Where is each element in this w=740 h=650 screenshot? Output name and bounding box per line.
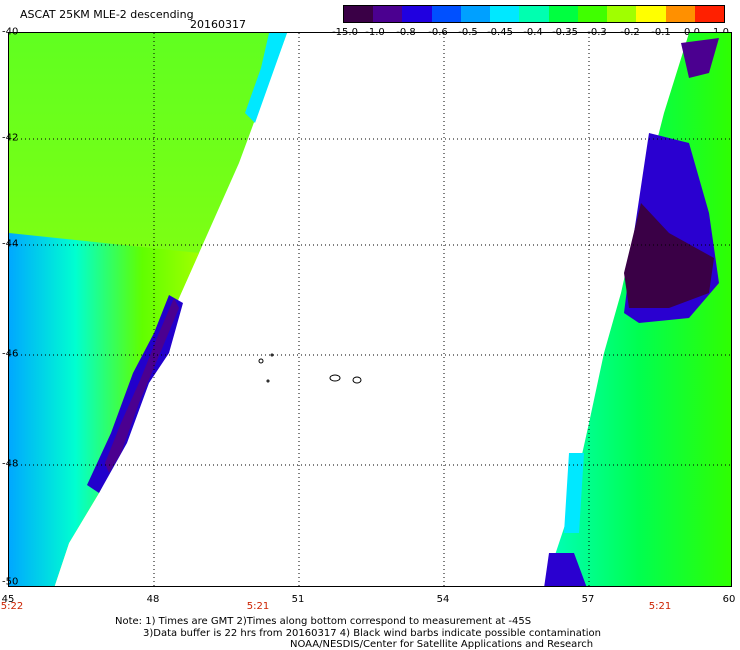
right-swath-top-band: [681, 38, 719, 78]
left-swath-edge: [9, 233, 199, 586]
colorbar-swatch: [577, 6, 608, 22]
swath-time: 5:22: [0, 601, 24, 612]
map-panel: [8, 32, 732, 587]
colorbar-swatch: [607, 6, 637, 22]
right-swath-bottom-band: [544, 553, 587, 586]
colorbar-swatch: [636, 6, 666, 22]
colorbar-swatch: [694, 6, 725, 22]
lon-tick: 54: [436, 594, 450, 605]
map-canvas: [9, 33, 731, 586]
right-swath-purple-band: [624, 203, 714, 308]
colorbar-swatch: [431, 6, 461, 22]
lon-tick: 51: [291, 594, 305, 605]
lat-tick: -50: [2, 576, 19, 588]
island-outlines: [258, 353, 362, 384]
lon-tick: 45: [1, 594, 15, 605]
left-swath-top-band: [245, 33, 287, 123]
right-swath-cyan-edge: [564, 453, 584, 533]
colorbar-swatch: [402, 6, 432, 22]
swath-time: 5:21: [648, 601, 672, 612]
colorbar-swatch: [548, 6, 578, 22]
lon-tick: 60: [722, 594, 736, 605]
chart-title: ASCAT 25KM MLE-2 descending: [20, 8, 194, 21]
chart-date: 20160317: [190, 18, 246, 31]
colorbar-swatch: [490, 6, 520, 22]
colorbar-swatch: [344, 6, 374, 22]
lon-tick: 57: [581, 594, 595, 605]
grid-lines: [9, 33, 731, 586]
colorbar-swatch: [373, 6, 403, 22]
colorbar-swatch: [665, 6, 695, 22]
note-line-2: 3)Data buffer is 22 hrs from 20160317 4)…: [143, 628, 601, 639]
lon-tick: 48: [146, 594, 160, 605]
colorbar-swatch: [519, 6, 549, 22]
left-swath-purple-band: [105, 298, 179, 473]
swath-time: 5:21: [246, 601, 270, 612]
lat-tick: -48: [2, 458, 19, 470]
lat-tick: -46: [2, 348, 19, 360]
note-line-1: Note: 1) Times are GMT 2)Times along bot…: [115, 616, 532, 627]
note-line-3: NOAA/NESDIS/Center for Satellite Applica…: [290, 639, 594, 650]
colorbar: [343, 5, 725, 23]
lat-tick: -44: [2, 238, 19, 250]
colorbar-swatch: [460, 6, 491, 22]
lat-tick: -42: [2, 132, 19, 144]
lat-tick: -40: [2, 26, 19, 38]
